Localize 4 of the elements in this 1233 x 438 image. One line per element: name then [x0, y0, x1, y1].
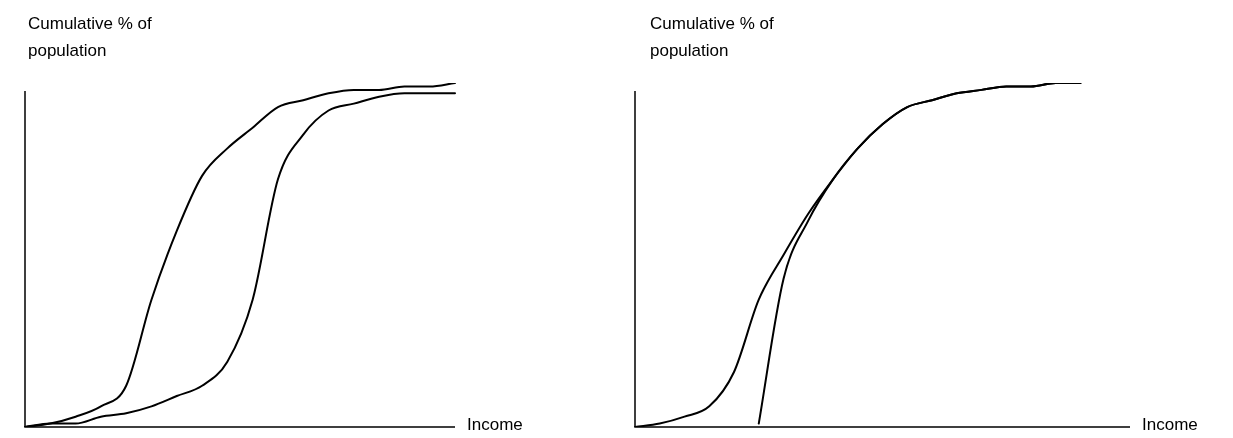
x-axis-title: Income [467, 415, 523, 435]
x-axis-title: Income [1142, 415, 1198, 435]
y-axis-title: Cumulative % of population [650, 13, 775, 62]
y-axis-title: Cumulative % of population [28, 13, 153, 62]
